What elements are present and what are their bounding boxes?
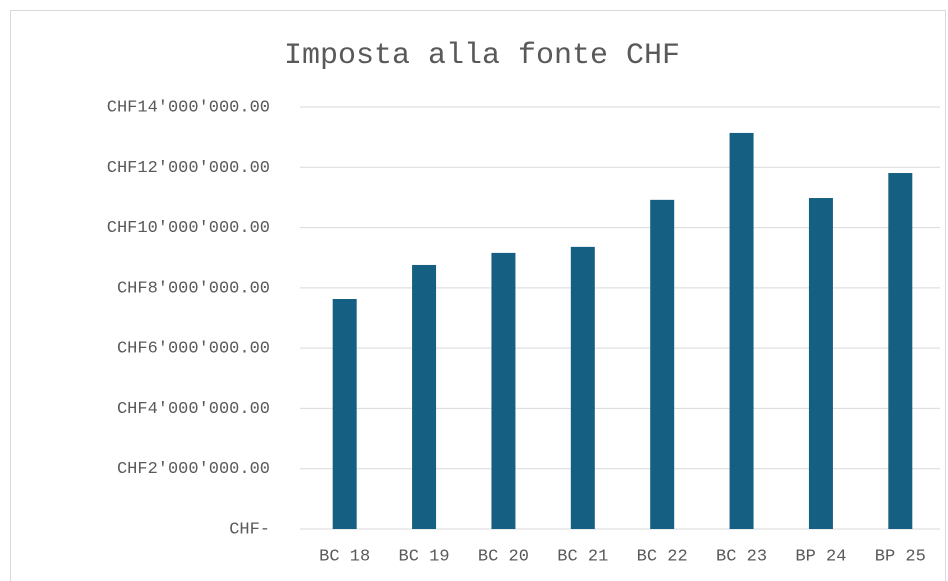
x-tick-label: BC 23 xyxy=(716,547,767,566)
chart-border xyxy=(10,10,946,581)
y-tick-label: CHF6'000'000.00 xyxy=(117,340,270,359)
bar xyxy=(650,199,675,529)
x-tick-label: BC 21 xyxy=(557,547,608,566)
y-tick-label: CHF12'000'000.00 xyxy=(107,159,270,178)
bar xyxy=(332,299,357,529)
bar xyxy=(412,264,437,529)
chart-title: Imposta alla fonte CHF xyxy=(284,39,680,73)
y-tick-label: CHF8'000'000.00 xyxy=(117,279,270,298)
x-tick-label: BC 22 xyxy=(637,547,688,566)
y-tick-label: CHF4'000'000.00 xyxy=(117,400,270,419)
x-tick-label: BP 24 xyxy=(795,547,846,566)
x-tick-label: BC 20 xyxy=(478,547,529,566)
x-tick-label: BP 25 xyxy=(875,547,926,566)
bar xyxy=(491,252,516,530)
y-tick-label: CHF10'000'000.00 xyxy=(107,219,270,238)
y-tick-label: CHF2'000'000.00 xyxy=(117,460,270,479)
bar xyxy=(570,246,595,529)
bar xyxy=(888,173,913,529)
x-tick-label: BC 18 xyxy=(319,547,370,566)
bar xyxy=(808,198,833,529)
y-tick-label: CHF14'000'000.00 xyxy=(107,98,270,117)
y-tick-label: CHF- xyxy=(229,520,270,539)
x-tick-label: BC 19 xyxy=(399,547,450,566)
bar xyxy=(729,132,754,529)
